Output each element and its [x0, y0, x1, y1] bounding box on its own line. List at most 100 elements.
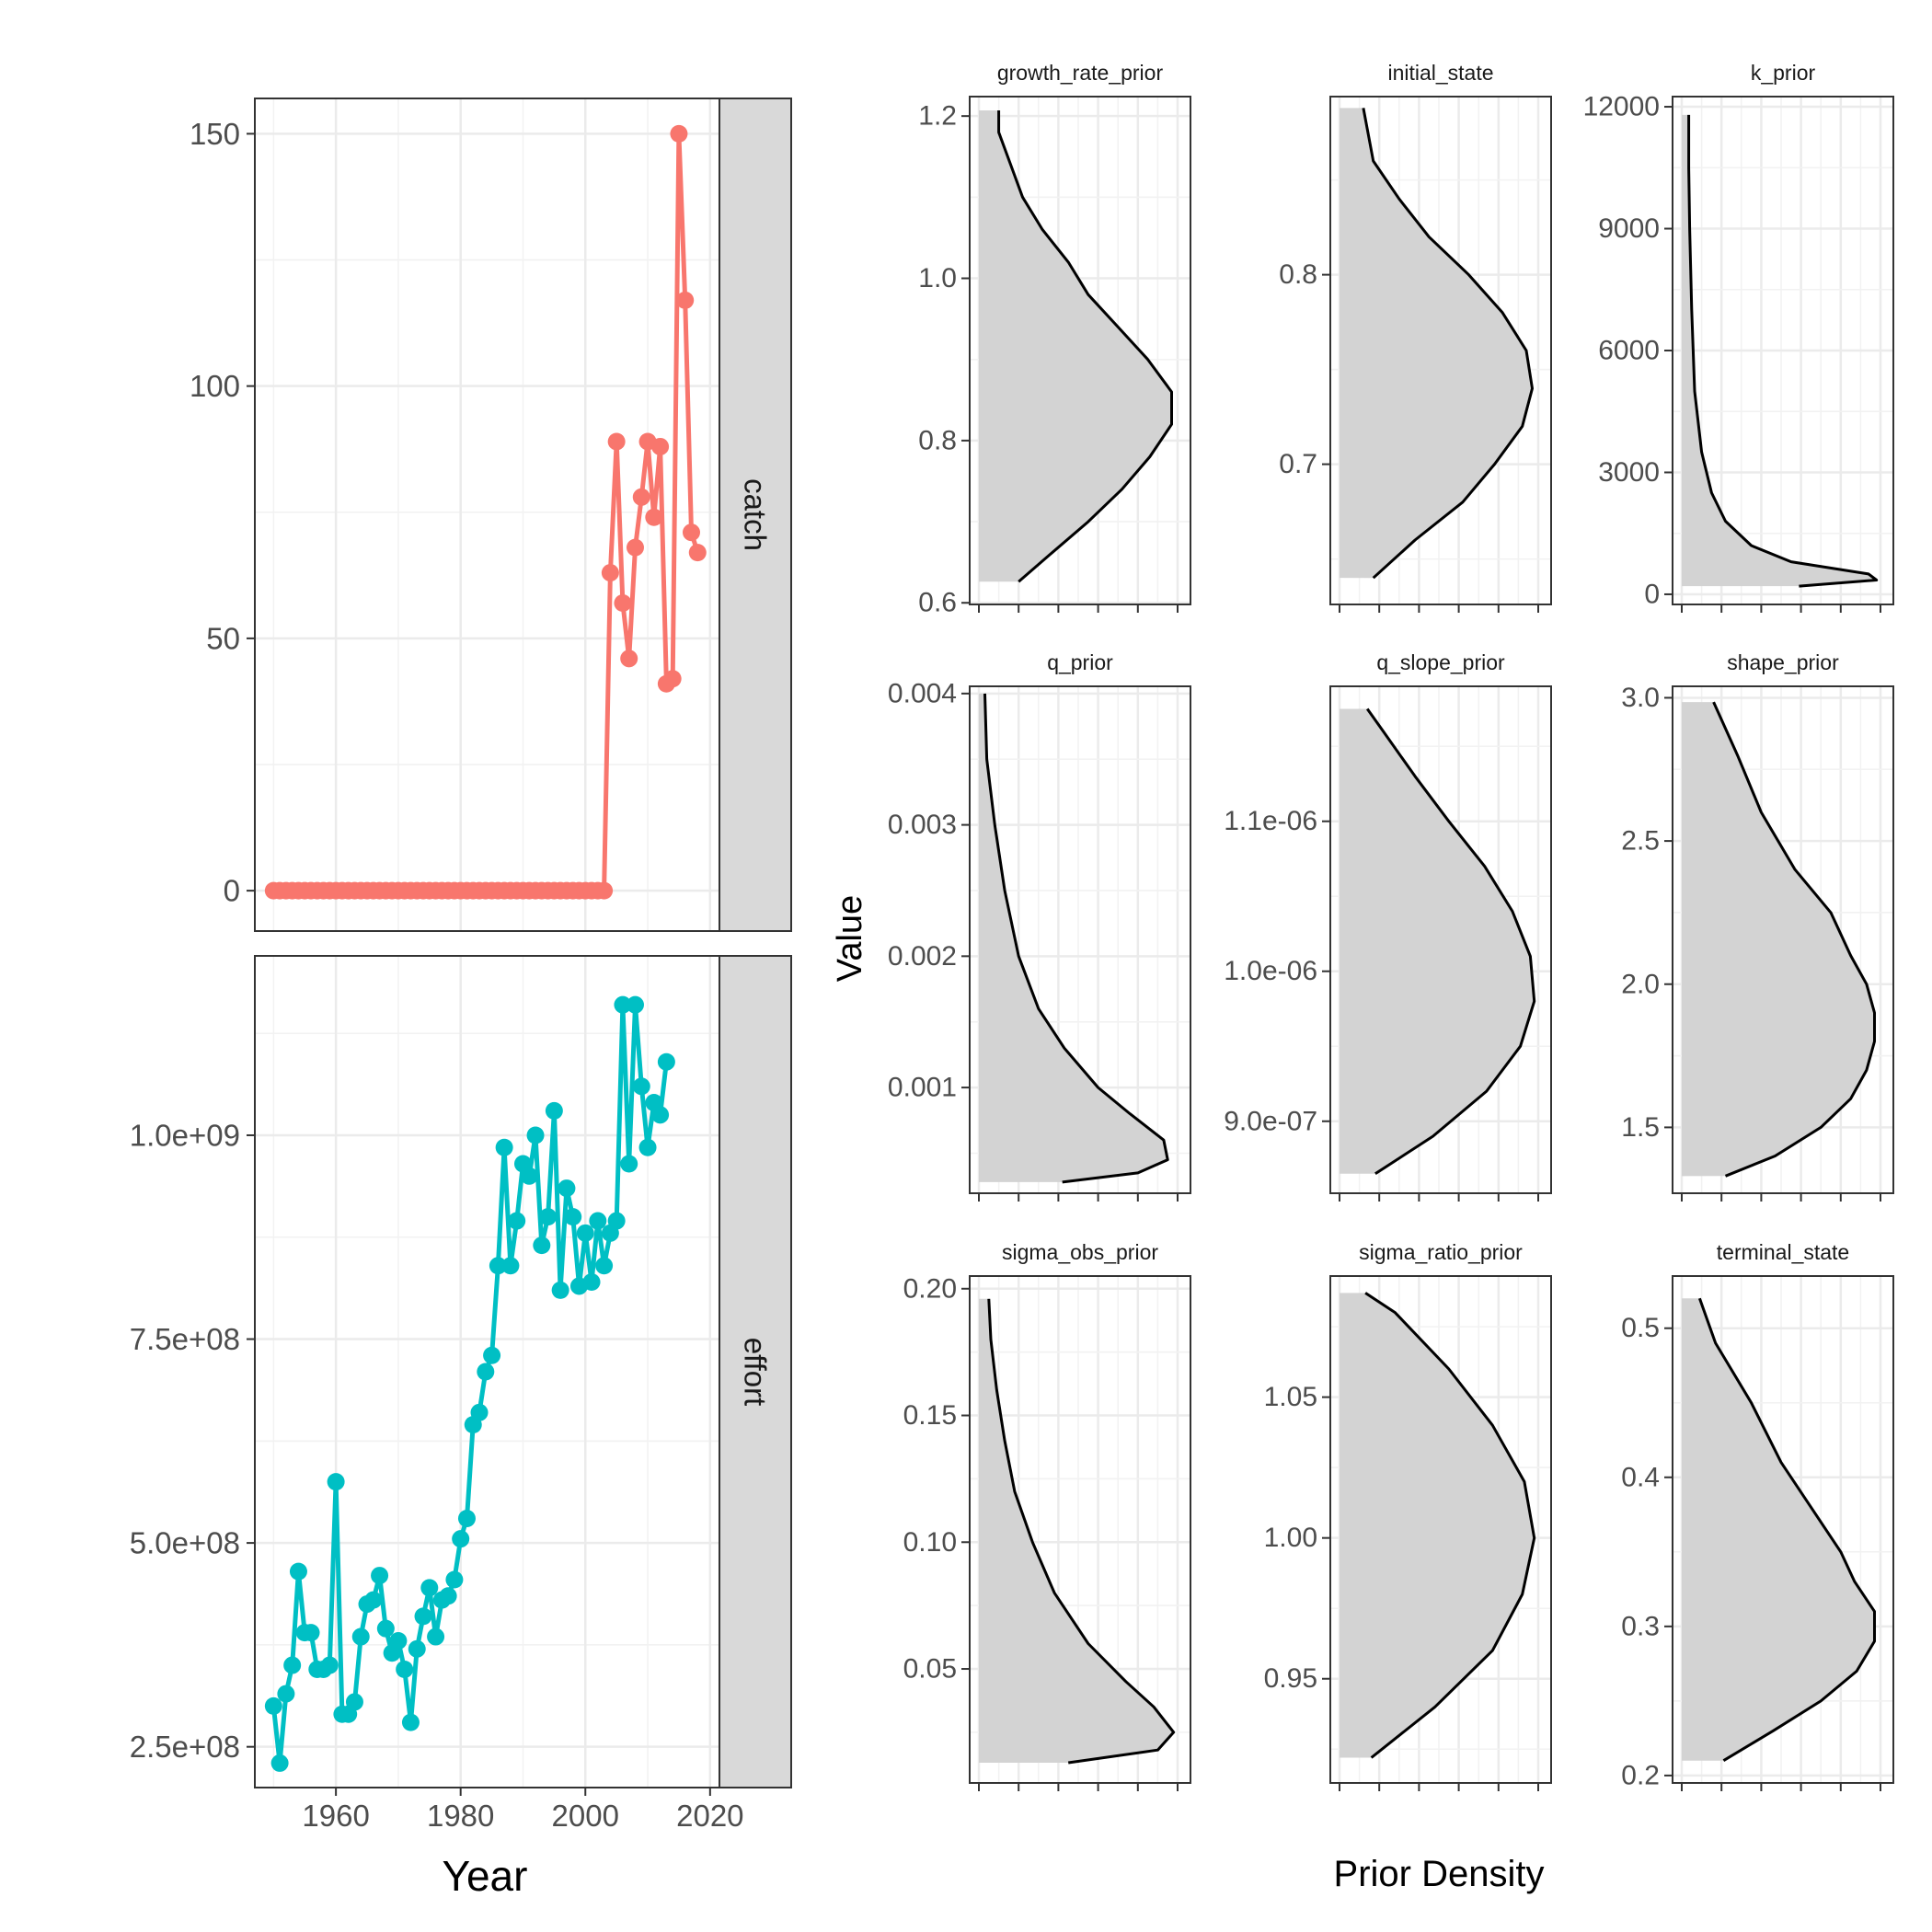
data-point — [520, 1167, 538, 1185]
data-point — [401, 1713, 420, 1731]
data-point — [651, 1106, 670, 1124]
y-tick-label: 3.0 — [1621, 683, 1660, 713]
y-tick-label: 9.0e-07 — [1224, 1106, 1317, 1136]
data-point — [289, 1562, 307, 1581]
facet-effort: effort 2.5e+08 5.0e+08 7.5e+08 1.0e+09 — [130, 955, 792, 1788]
y-tick-label: 1.1e-06 — [1224, 806, 1317, 836]
data-point — [682, 523, 700, 542]
data-point — [501, 1257, 520, 1275]
data-point — [457, 1510, 476, 1528]
data-point — [270, 1754, 289, 1772]
data-point — [632, 1077, 650, 1096]
data-point — [626, 538, 644, 557]
y-tick-label: 7.5e+08 — [130, 1322, 240, 1356]
y-tick-label: 12000 — [1583, 92, 1660, 122]
data-point — [327, 1473, 345, 1491]
facet-title: q_slope_prior — [1376, 650, 1505, 674]
series-line-effort — [270, 1002, 669, 1765]
y-tick-label: 0.05 — [903, 1654, 957, 1685]
density-line — [1364, 1292, 1536, 1759]
y-tick-label: 0.001 — [888, 1073, 957, 1103]
data-point — [595, 1257, 614, 1275]
facet-growth_rate_prior: growth_rate_prior 0.6 0.8 1.0 1.2 — [918, 61, 1191, 618]
density-area — [979, 1298, 1174, 1763]
density-area — [1682, 114, 1877, 587]
data-point — [477, 1363, 495, 1381]
data-point — [264, 1696, 282, 1715]
density-area — [1340, 708, 1535, 1174]
x-tick-label: 2000 — [552, 1799, 619, 1833]
facet-q_prior: q_prior 0.001 0.002 0.003 0.004 — [888, 650, 1191, 1202]
data-point — [676, 291, 695, 309]
y-tick-label: 2.5 — [1621, 826, 1660, 857]
data-point — [558, 1179, 576, 1198]
data-point — [345, 1693, 363, 1711]
data-point — [396, 1660, 414, 1678]
y-tick-label: 3000 — [1598, 457, 1660, 488]
data-point — [564, 1208, 582, 1226]
y-tick-label: 50 — [206, 621, 240, 655]
data-point — [576, 1224, 594, 1242]
y-tick-label: 5.0e+08 — [130, 1526, 240, 1560]
facet-title: k_prior — [1751, 61, 1816, 85]
data-point — [277, 1685, 295, 1703]
data-point — [595, 881, 614, 900]
density-area — [1340, 1293, 1535, 1758]
data-point — [495, 1138, 513, 1156]
data-point — [302, 1624, 320, 1642]
x-tick-label: 1960 — [302, 1799, 369, 1833]
data-point — [545, 1101, 563, 1120]
density-line — [1362, 108, 1534, 580]
facet-title: growth_rate_prior — [997, 61, 1164, 85]
x-tick-label: 1980 — [427, 1799, 494, 1833]
y-tick-label: 0.3 — [1621, 1611, 1660, 1641]
data-point — [414, 1607, 432, 1626]
data-point — [445, 1570, 464, 1589]
facet-q_slope_prior: q_slope_prior 9.0e-07 1.0e-06 1.1e-06 — [1224, 650, 1552, 1202]
data-point — [614, 995, 632, 1014]
data-point — [645, 508, 663, 526]
data-point — [427, 1627, 445, 1646]
y-tick-label: 0.8 — [918, 425, 957, 455]
data-point — [670, 124, 688, 143]
y-tick-label: 0.15 — [903, 1400, 957, 1431]
y-tick-label: 1.5 — [1621, 1112, 1660, 1143]
panel-border — [969, 96, 1191, 605]
y-tick-label: 0.8 — [1279, 259, 1317, 290]
density-line — [987, 1298, 1176, 1765]
y-tick-label: 0.002 — [888, 941, 957, 972]
density-line — [1687, 114, 1879, 588]
density-area — [979, 109, 1172, 582]
data-point — [283, 1656, 302, 1674]
strip-effort — [719, 955, 792, 1788]
data-point — [551, 1281, 569, 1299]
strip-catch — [719, 98, 792, 932]
data-point — [626, 995, 644, 1014]
y-tick-label: 0.6 — [918, 588, 957, 618]
y-tick-label: 1.00 — [1264, 1523, 1317, 1553]
density-line — [997, 110, 1173, 583]
data-point — [470, 1403, 489, 1421]
data-point — [582, 1273, 601, 1292]
data-point — [651, 437, 670, 455]
data-point — [589, 1212, 607, 1230]
density-panels: growth_rate_prior 0.6 0.8 1.0 1.2 initial_sta… — [888, 61, 1894, 1791]
facet-k_prior: k_prior 0 3000 6000 9000 12000 — [1583, 61, 1894, 613]
y-tick-label: 1.0e-06 — [1224, 956, 1317, 986]
panel-border — [1672, 685, 1894, 1194]
panel-border — [969, 1275, 1191, 1784]
y-tick-label: 9000 — [1598, 213, 1660, 244]
facet-sigma_obs_prior: sigma_obs_prior 0.05 0.10 0.15 0.20 — [903, 1240, 1191, 1791]
data-point — [601, 564, 619, 582]
data-point — [351, 1627, 370, 1646]
density-line — [1365, 707, 1536, 1176]
y-tick-label: 150 — [190, 117, 240, 151]
y-tick-label: 0.4 — [1621, 1462, 1660, 1492]
data-point — [539, 1208, 558, 1226]
y-tick-label: 0.5 — [1621, 1313, 1660, 1343]
panel-border — [1329, 96, 1552, 605]
facet-sigma_ratio_prior: sigma_ratio_prior 0.95 1.00 1.05 — [1264, 1240, 1552, 1791]
y-tick-label: 0 — [224, 874, 240, 908]
strip-label: effort — [739, 1338, 773, 1407]
